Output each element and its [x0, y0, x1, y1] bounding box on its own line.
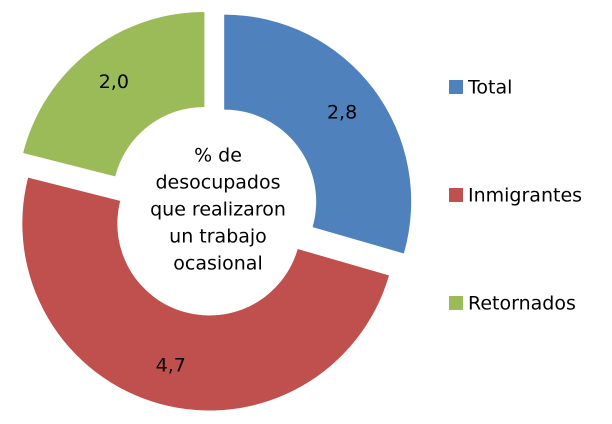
legend-swatch — [449, 296, 463, 310]
center-text: desocupados — [155, 172, 280, 194]
center-text: % de — [194, 145, 242, 167]
center-text: un trabajo — [169, 226, 267, 248]
donut-segment — [23, 11, 205, 177]
legend-label: Inmigrantes — [468, 185, 582, 207]
legend-label: Retornados — [468, 293, 576, 315]
legend-label: Total — [467, 77, 512, 99]
donut-segment — [22, 177, 390, 411]
legend-swatch — [449, 80, 463, 94]
center-text: que realizaron — [150, 199, 286, 221]
value-label: 2,8 — [327, 101, 357, 123]
value-label: 2,0 — [99, 71, 129, 93]
center-text: ocasional — [173, 253, 262, 275]
legend-swatch — [449, 188, 463, 202]
donut-segment — [224, 14, 412, 254]
value-label: 4,7 — [156, 354, 186, 376]
